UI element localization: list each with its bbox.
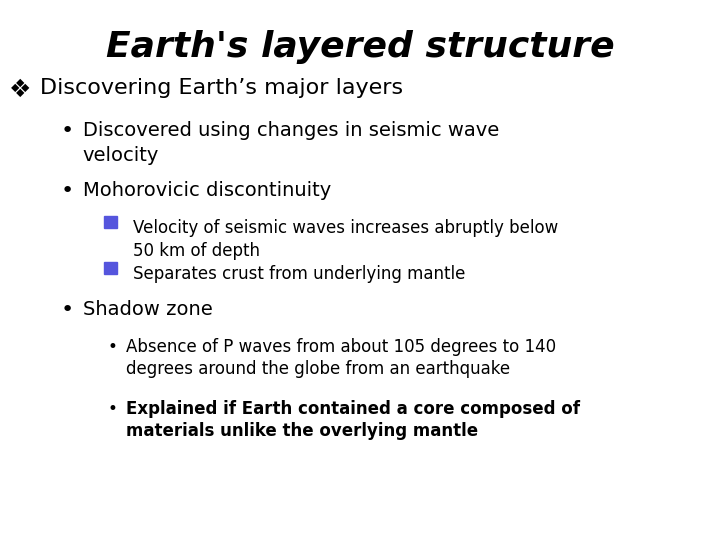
Text: Separates crust from underlying mantle: Separates crust from underlying mantle: [133, 265, 466, 282]
Text: Shadow zone: Shadow zone: [83, 300, 212, 319]
Text: Discovering Earth’s major layers: Discovering Earth’s major layers: [40, 78, 402, 98]
Text: •: •: [107, 338, 117, 355]
Text: •: •: [61, 181, 74, 201]
Text: Earth's layered structure: Earth's layered structure: [106, 30, 614, 64]
Text: Velocity of seismic waves increases abruptly below
50 km of depth: Velocity of seismic waves increases abru…: [133, 219, 559, 260]
Text: Discovered using changes in seismic wave
velocity: Discovered using changes in seismic wave…: [83, 122, 499, 165]
Text: Mohorovicic discontinuity: Mohorovicic discontinuity: [83, 181, 331, 200]
Text: ❖: ❖: [9, 78, 31, 102]
Text: •: •: [107, 400, 117, 417]
Text: Absence of P waves from about 105 degrees to 140
degrees around the globe from a: Absence of P waves from about 105 degree…: [126, 338, 556, 379]
Text: Explained if Earth contained a core composed of
materials unlike the overlying m: Explained if Earth contained a core comp…: [126, 400, 580, 441]
Text: •: •: [61, 300, 74, 320]
Text: •: •: [61, 122, 74, 141]
